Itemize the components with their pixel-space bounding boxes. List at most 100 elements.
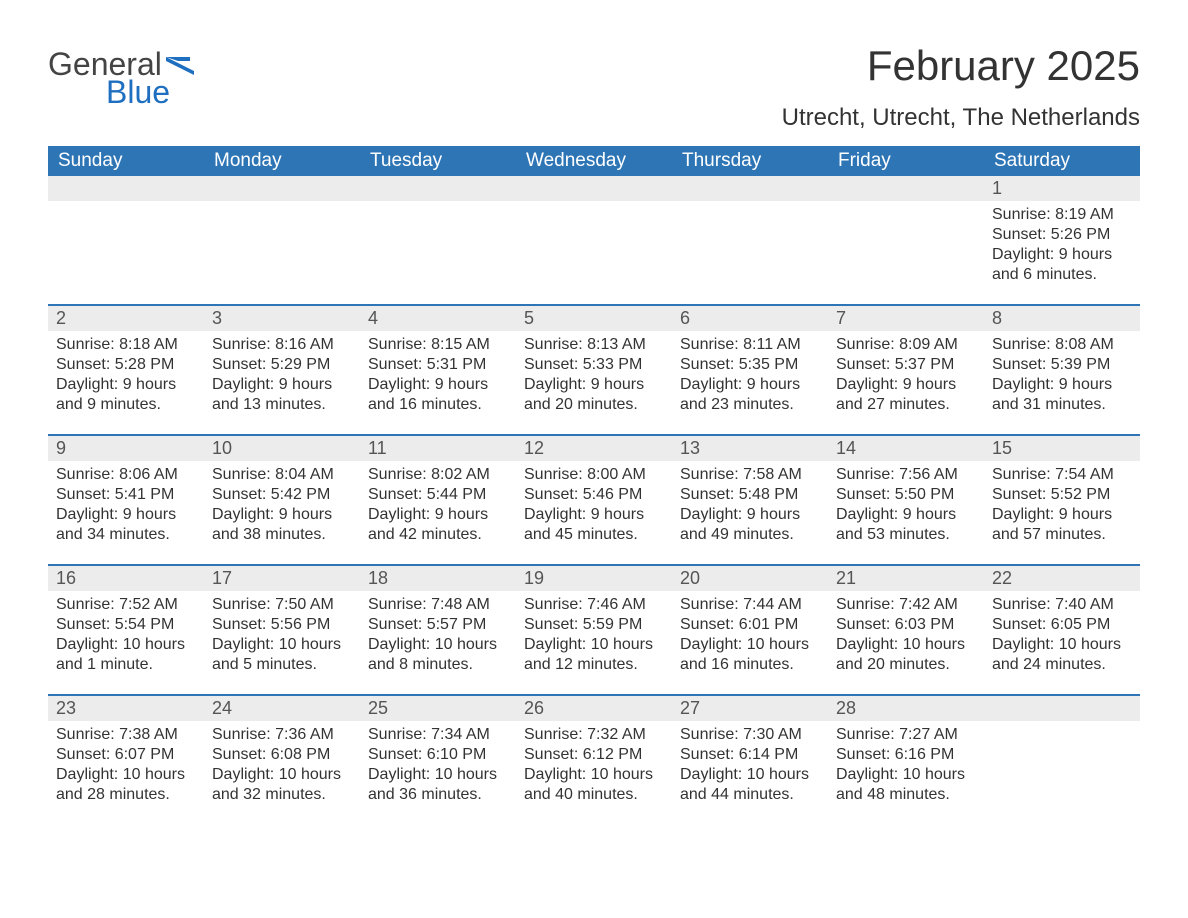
- day-number: 10: [204, 436, 360, 461]
- calendar-day: [984, 696, 1140, 824]
- day-number: 6: [672, 306, 828, 331]
- calendar-day: 10Sunrise: 8:04 AMSunset: 5:42 PMDayligh…: [204, 436, 360, 564]
- calendar-day: 8Sunrise: 8:08 AMSunset: 5:39 PMDaylight…: [984, 306, 1140, 434]
- calendar-day: 25Sunrise: 7:34 AMSunset: 6:10 PMDayligh…: [360, 696, 516, 824]
- day-details: Sunrise: 8:09 AMSunset: 5:37 PMDaylight:…: [828, 331, 984, 423]
- calendar-day: [204, 176, 360, 304]
- day-details: Sunrise: 8:00 AMSunset: 5:46 PMDaylight:…: [516, 461, 672, 553]
- calendar-week: 16Sunrise: 7:52 AMSunset: 5:54 PMDayligh…: [48, 566, 1140, 694]
- day-number: 27: [672, 696, 828, 721]
- logo-word-blue: Blue: [106, 76, 194, 108]
- calendar-week: 23Sunrise: 7:38 AMSunset: 6:07 PMDayligh…: [48, 696, 1140, 824]
- day-details: Sunrise: 7:54 AMSunset: 5:52 PMDaylight:…: [984, 461, 1140, 553]
- calendar-day: 11Sunrise: 8:02 AMSunset: 5:44 PMDayligh…: [360, 436, 516, 564]
- calendar-day: 18Sunrise: 7:48 AMSunset: 5:57 PMDayligh…: [360, 566, 516, 694]
- day-details: Sunrise: 7:38 AMSunset: 6:07 PMDaylight:…: [48, 721, 204, 813]
- day-number: 2: [48, 306, 204, 331]
- calendar-day: [672, 176, 828, 304]
- day-details: Sunrise: 8:18 AMSunset: 5:28 PMDaylight:…: [48, 331, 204, 423]
- calendar-week: 2Sunrise: 8:18 AMSunset: 5:28 PMDaylight…: [48, 306, 1140, 434]
- day-number: 9: [48, 436, 204, 461]
- location: Utrecht, Utrecht, The Netherlands: [782, 104, 1140, 132]
- day-number: 26: [516, 696, 672, 721]
- day-details: Sunrise: 7:40 AMSunset: 6:05 PMDaylight:…: [984, 591, 1140, 683]
- day-number: 22: [984, 566, 1140, 591]
- calendar-week: 1Sunrise: 8:19 AMSunset: 5:26 PMDaylight…: [48, 176, 1140, 304]
- calendar-day: 13Sunrise: 7:58 AMSunset: 5:48 PMDayligh…: [672, 436, 828, 564]
- calendar-day: 1Sunrise: 8:19 AMSunset: 5:26 PMDaylight…: [984, 176, 1140, 304]
- calendar-day: [828, 176, 984, 304]
- day-details: Sunrise: 7:34 AMSunset: 6:10 PMDaylight:…: [360, 721, 516, 813]
- month-title: February 2025: [782, 42, 1140, 90]
- day-details: Sunrise: 7:32 AMSunset: 6:12 PMDaylight:…: [516, 721, 672, 813]
- day-number: 23: [48, 696, 204, 721]
- day-details: Sunrise: 8:19 AMSunset: 5:26 PMDaylight:…: [984, 201, 1140, 293]
- weekday-header: Tuesday: [360, 146, 516, 176]
- calendar-day: 9Sunrise: 8:06 AMSunset: 5:41 PMDaylight…: [48, 436, 204, 564]
- weekday-header-row: SundayMondayTuesdayWednesdayThursdayFrid…: [48, 146, 1140, 176]
- calendar-day: 19Sunrise: 7:46 AMSunset: 5:59 PMDayligh…: [516, 566, 672, 694]
- day-details: Sunrise: 7:36 AMSunset: 6:08 PMDaylight:…: [204, 721, 360, 813]
- calendar-day: [48, 176, 204, 304]
- calendar-table: SundayMondayTuesdayWednesdayThursdayFrid…: [48, 146, 1140, 824]
- day-details: Sunrise: 7:46 AMSunset: 5:59 PMDaylight:…: [516, 591, 672, 683]
- day-number: 8: [984, 306, 1140, 331]
- day-details: Sunrise: 8:04 AMSunset: 5:42 PMDaylight:…: [204, 461, 360, 553]
- day-details: Sunrise: 7:52 AMSunset: 5:54 PMDaylight:…: [48, 591, 204, 683]
- day-number: 7: [828, 306, 984, 331]
- calendar-day: 12Sunrise: 8:00 AMSunset: 5:46 PMDayligh…: [516, 436, 672, 564]
- day-details: Sunrise: 8:06 AMSunset: 5:41 PMDaylight:…: [48, 461, 204, 553]
- day-number: 11: [360, 436, 516, 461]
- day-details: Sunrise: 8:11 AMSunset: 5:35 PMDaylight:…: [672, 331, 828, 423]
- calendar-day: 24Sunrise: 7:36 AMSunset: 6:08 PMDayligh…: [204, 696, 360, 824]
- day-number: 21: [828, 566, 984, 591]
- calendar-day: [360, 176, 516, 304]
- day-number: 18: [360, 566, 516, 591]
- day-number: 24: [204, 696, 360, 721]
- day-number: 4: [360, 306, 516, 331]
- weekday-header: Wednesday: [516, 146, 672, 176]
- day-details: Sunrise: 7:30 AMSunset: 6:14 PMDaylight:…: [672, 721, 828, 813]
- day-details: Sunrise: 7:27 AMSunset: 6:16 PMDaylight:…: [828, 721, 984, 813]
- day-details: Sunrise: 7:58 AMSunset: 5:48 PMDaylight:…: [672, 461, 828, 553]
- calendar-week: 9Sunrise: 8:06 AMSunset: 5:41 PMDaylight…: [48, 436, 1140, 564]
- calendar-day: 5Sunrise: 8:13 AMSunset: 5:33 PMDaylight…: [516, 306, 672, 434]
- calendar-day: 7Sunrise: 8:09 AMSunset: 5:37 PMDaylight…: [828, 306, 984, 434]
- day-number: 1: [984, 176, 1140, 201]
- day-details: Sunrise: 7:44 AMSunset: 6:01 PMDaylight:…: [672, 591, 828, 683]
- calendar-day: 15Sunrise: 7:54 AMSunset: 5:52 PMDayligh…: [984, 436, 1140, 564]
- day-number: 3: [204, 306, 360, 331]
- weekday-header: Thursday: [672, 146, 828, 176]
- weekday-header: Monday: [204, 146, 360, 176]
- calendar-day: 27Sunrise: 7:30 AMSunset: 6:14 PMDayligh…: [672, 696, 828, 824]
- day-number: 25: [360, 696, 516, 721]
- weekday-header: Saturday: [984, 146, 1140, 176]
- weekday-header: Friday: [828, 146, 984, 176]
- day-details: Sunrise: 7:42 AMSunset: 6:03 PMDaylight:…: [828, 591, 984, 683]
- day-details: Sunrise: 8:16 AMSunset: 5:29 PMDaylight:…: [204, 331, 360, 423]
- day-details: Sunrise: 7:48 AMSunset: 5:57 PMDaylight:…: [360, 591, 516, 683]
- day-number: 19: [516, 566, 672, 591]
- day-details: Sunrise: 8:15 AMSunset: 5:31 PMDaylight:…: [360, 331, 516, 423]
- calendar-day: 28Sunrise: 7:27 AMSunset: 6:16 PMDayligh…: [828, 696, 984, 824]
- day-number: 5: [516, 306, 672, 331]
- day-number: 17: [204, 566, 360, 591]
- day-details: Sunrise: 8:02 AMSunset: 5:44 PMDaylight:…: [360, 461, 516, 553]
- calendar-day: 17Sunrise: 7:50 AMSunset: 5:56 PMDayligh…: [204, 566, 360, 694]
- calendar-day: 26Sunrise: 7:32 AMSunset: 6:12 PMDayligh…: [516, 696, 672, 824]
- calendar-day: 3Sunrise: 8:16 AMSunset: 5:29 PMDaylight…: [204, 306, 360, 434]
- logo: General Blue: [48, 42, 194, 108]
- day-details: Sunrise: 8:13 AMSunset: 5:33 PMDaylight:…: [516, 331, 672, 423]
- day-number: 13: [672, 436, 828, 461]
- day-details: Sunrise: 8:08 AMSunset: 5:39 PMDaylight:…: [984, 331, 1140, 423]
- calendar-day: 4Sunrise: 8:15 AMSunset: 5:31 PMDaylight…: [360, 306, 516, 434]
- day-details: Sunrise: 7:50 AMSunset: 5:56 PMDaylight:…: [204, 591, 360, 683]
- calendar-day: 21Sunrise: 7:42 AMSunset: 6:03 PMDayligh…: [828, 566, 984, 694]
- calendar-day: 2Sunrise: 8:18 AMSunset: 5:28 PMDaylight…: [48, 306, 204, 434]
- calendar-day: 16Sunrise: 7:52 AMSunset: 5:54 PMDayligh…: [48, 566, 204, 694]
- day-number: 16: [48, 566, 204, 591]
- header: General Blue February 2025 Utrecht, Utre…: [48, 42, 1140, 132]
- calendar-day: 20Sunrise: 7:44 AMSunset: 6:01 PMDayligh…: [672, 566, 828, 694]
- day-number: 14: [828, 436, 984, 461]
- day-number: 12: [516, 436, 672, 461]
